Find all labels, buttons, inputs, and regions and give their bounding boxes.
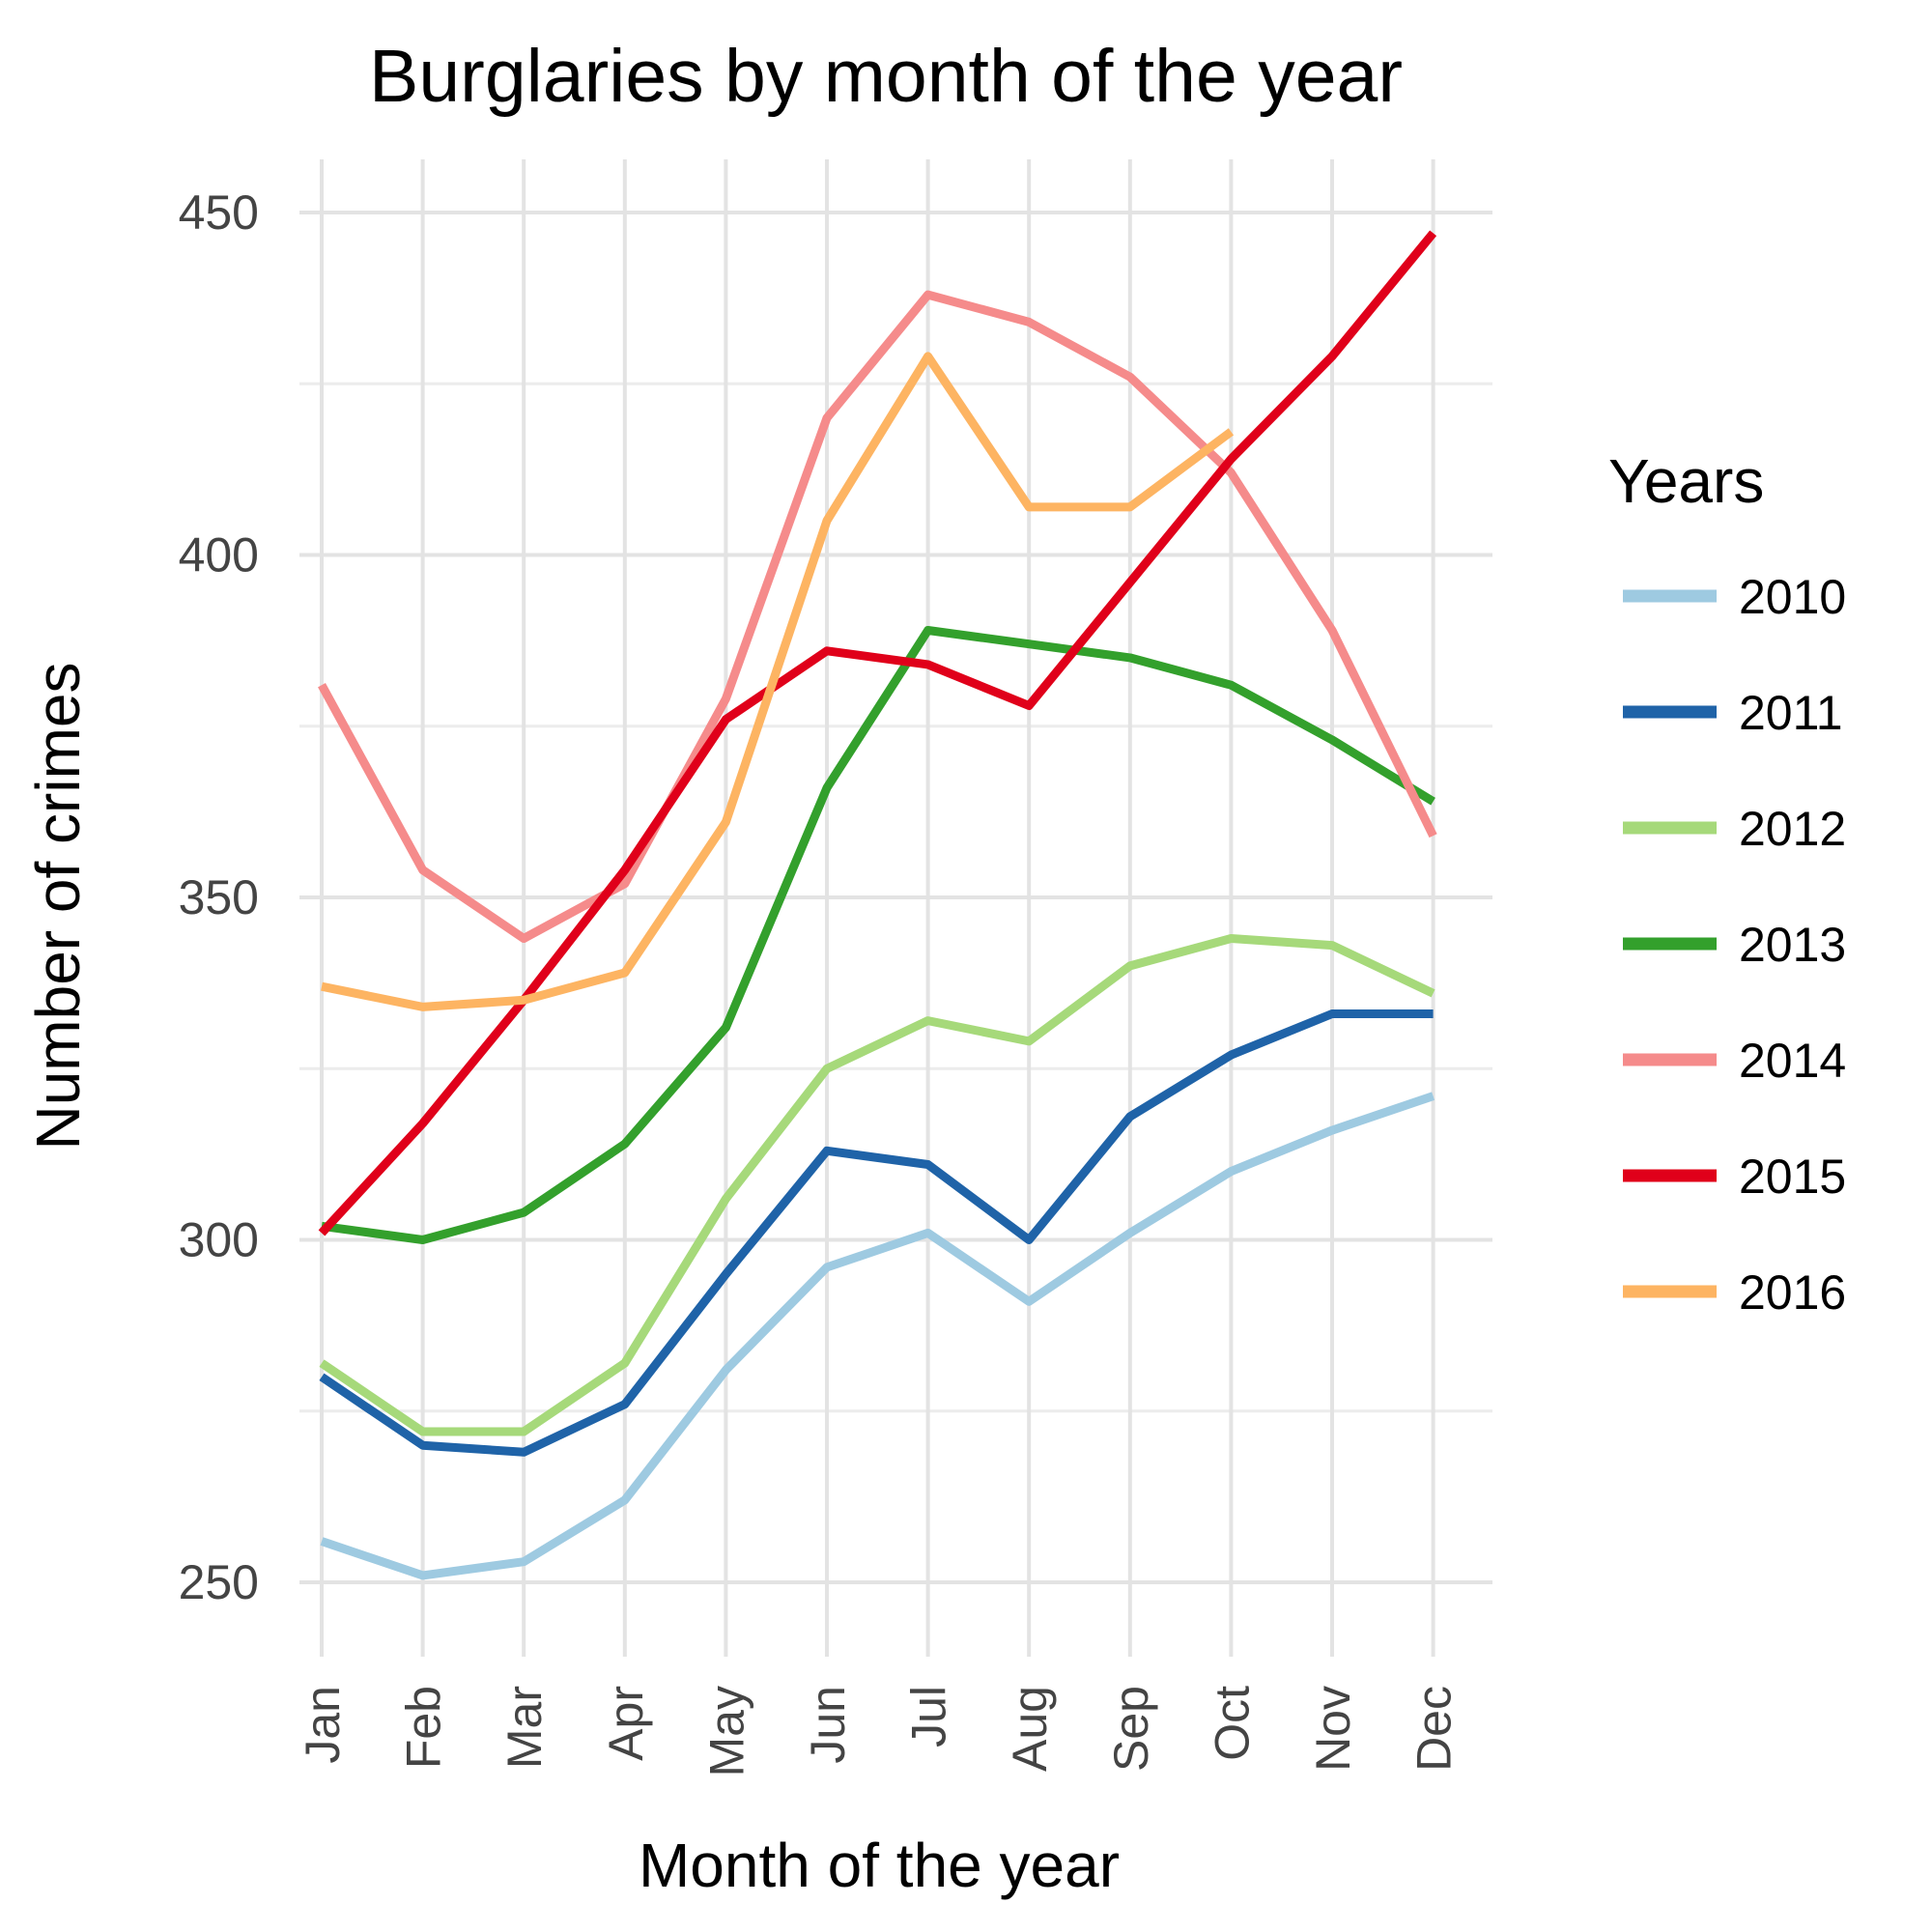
x-tick-label: Feb	[397, 1686, 451, 1769]
series-line-2010	[320, 1092, 1435, 1580]
y-tick-label: 450	[179, 185, 259, 240]
x-tick-label: Apr	[599, 1686, 653, 1761]
y-tick-label: 350	[179, 870, 259, 924]
series-lines	[318, 230, 1437, 1580]
y-tick-label: 300	[179, 1213, 259, 1267]
x-tick-label: Mar	[497, 1686, 552, 1769]
x-tick-label: Dec	[1407, 1686, 1462, 1772]
series-line-2011	[319, 1009, 1434, 1457]
legend-title: Years	[1608, 446, 1764, 516]
x-tick-label: Jan	[296, 1686, 350, 1764]
y-tick-label: 400	[179, 528, 259, 582]
x-axis-tick-labels: Jan Feb Mar Apr May Jun Jul Aug Sep Oct Nov Dec	[296, 1686, 1462, 1777]
legend-label-2014: 2014	[1739, 1034, 1846, 1088]
legend-label-2013: 2013	[1739, 918, 1846, 972]
x-axis-title: Month of the year	[639, 1831, 1120, 1900]
y-tick-label: 250	[179, 1555, 259, 1609]
legend-label-2010: 2010	[1739, 570, 1846, 624]
y-axis-title: Number of crimes	[23, 663, 93, 1151]
series-line-2012	[319, 934, 1435, 1436]
x-tick-label: May	[699, 1686, 753, 1776]
legend-label-2016: 2016	[1739, 1265, 1846, 1320]
x-tick-label: Sep	[1104, 1686, 1158, 1772]
series-line-2016	[321, 352, 1235, 1011]
x-tick-label: Nov	[1306, 1686, 1360, 1772]
x-tick-label: Aug	[1003, 1686, 1057, 1772]
y-axis-tick-labels: 250 300 350 400 450	[179, 185, 259, 1609]
legend-label-2011: 2011	[1739, 686, 1843, 740]
legend: Years 2010 2011 2012 2013 2014 2015 2016	[1608, 446, 1846, 1320]
legend-label-2015: 2015	[1739, 1150, 1846, 1204]
series-line-2013	[321, 626, 1435, 1244]
x-tick-label: Jun	[801, 1686, 855, 1764]
x-tick-label: Oct	[1205, 1686, 1259, 1761]
legend-label-2012: 2012	[1739, 802, 1846, 856]
series-line-2015	[318, 230, 1437, 1236]
series-line-2014	[318, 290, 1437, 943]
chart-title: Burglaries by month of the year	[369, 35, 1403, 118]
x-tick-label: Jul	[902, 1686, 956, 1747]
